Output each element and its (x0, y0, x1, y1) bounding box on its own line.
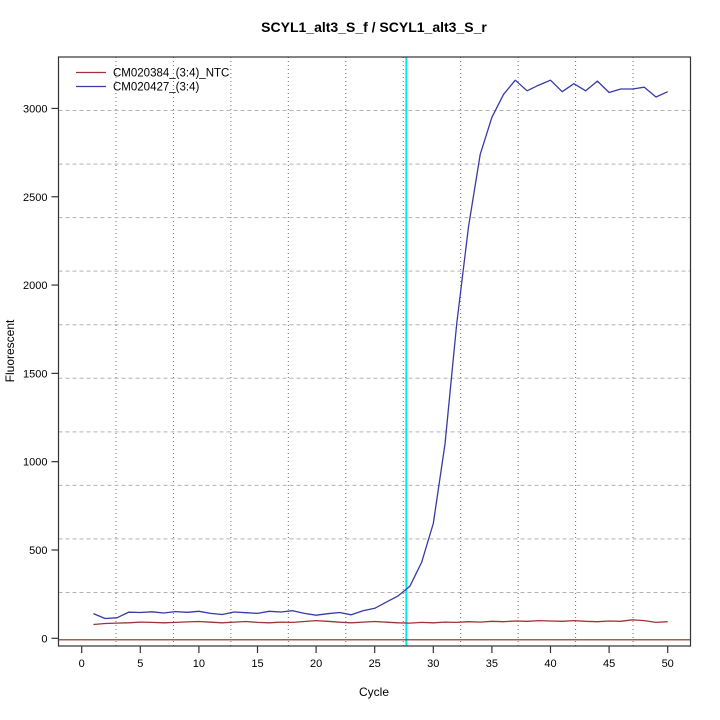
x-tick-label: 20 (310, 658, 322, 670)
legend-label-ntc: CM020384_(3:4)_NTC (113, 68, 229, 80)
x-tick-label: 30 (427, 658, 439, 670)
grid-lines (58, 57, 691, 646)
legend: CM020384_(3:4)_NTC CM020427_(3:4) (76, 68, 229, 94)
y-tick-label: 1500 (23, 368, 47, 380)
chart-title: SCYL1_alt3_S_f / SCYL1_alt3_S_r (261, 19, 487, 35)
y-tick-label: 1000 (23, 457, 47, 469)
x-tick-label: 5 (137, 658, 143, 670)
y-tick-label: 0 (41, 633, 47, 645)
x-tick-label: 15 (251, 658, 263, 670)
y-axis-label: Fluorescent (3, 319, 17, 382)
x-tick-label: 40 (544, 658, 556, 670)
x-tick-label: 35 (486, 658, 498, 670)
ntc-curve (93, 619, 668, 626)
y-tick-label: 2000 (23, 280, 47, 292)
x-tick-label: 10 (193, 658, 205, 670)
data-series (93, 79, 668, 626)
x-tick-label: 45 (603, 658, 615, 670)
legend-label-sample: CM020427_(3:4) (113, 82, 199, 94)
threshold-lines (58, 57, 691, 646)
y-tick-label: 2500 (23, 192, 47, 204)
axis-ticks: 0 5 10 15 20 25 30 35 40 45 5005001000150020002500… (23, 103, 674, 670)
x-tick-label: 25 (369, 658, 381, 670)
y-tick-label: 500 (29, 545, 47, 557)
x-tick-label: 50 (662, 658, 674, 670)
plot-border (57, 56, 692, 647)
x-tick-label: 0 (79, 658, 85, 670)
x-axis-label: Cycle (359, 685, 389, 699)
y-tick-label: 3000 (23, 103, 47, 115)
sample-curve (93, 79, 668, 620)
plot-box (57, 56, 692, 647)
